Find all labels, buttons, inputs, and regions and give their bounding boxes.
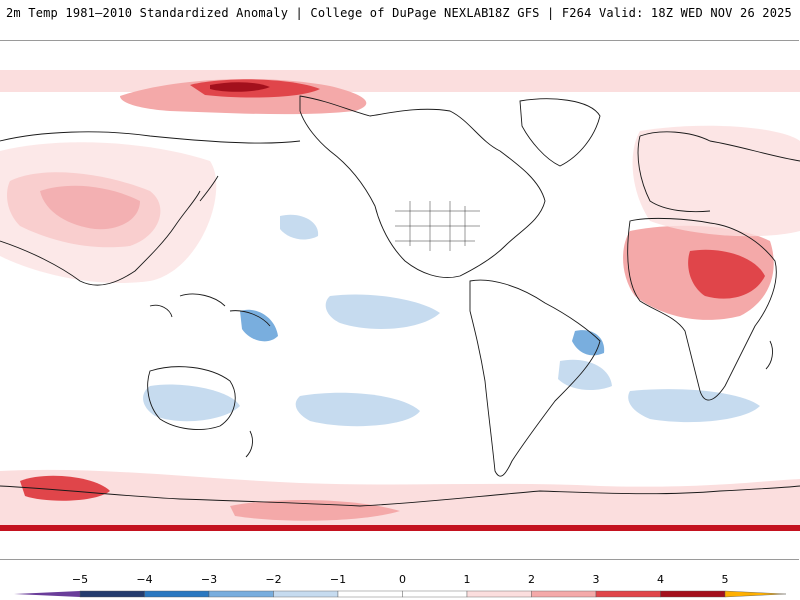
siberia-extreme-anomaly: [210, 82, 270, 92]
legend-swatch: [337, 590, 403, 598]
legend-tick-label: 0: [399, 573, 406, 586]
madagascar-coast: [765, 340, 773, 370]
antarctica-coast: [0, 485, 800, 507]
legend-tick-label: 2: [528, 573, 535, 586]
south-america-coast: [469, 279, 601, 477]
asia-coast: [0, 131, 301, 286]
anomaly-map[interactable]: [0, 41, 800, 558]
map-frame: [0, 40, 799, 560]
north-america-coast: [299, 95, 546, 278]
weddell-warm-anomaly: [230, 499, 400, 521]
china-light-pink: [0, 142, 217, 283]
australia-coast: [147, 366, 236, 430]
europe-coast: [637, 131, 800, 213]
pacific-cool-patch-2: [325, 294, 440, 329]
nz-coast: [245, 430, 253, 458]
southern-ocean-cool: [628, 389, 760, 423]
brazil-cool: [572, 330, 605, 356]
us-state-lines: [395, 201, 480, 251]
legend-arrow-high: [724, 590, 787, 598]
legend-swatch: [595, 590, 661, 598]
legend-swatch: [660, 590, 726, 598]
legend-arrow-low: [14, 591, 80, 597]
model-run-label: 18Z GFS | F264 Valid: 18Z WED NOV 26 202…: [487, 6, 792, 20]
africa-strong-anomaly: [688, 249, 765, 299]
japan-coast: [199, 175, 219, 202]
legend-tick-label: 1: [463, 573, 471, 586]
south-indian-cool: [143, 384, 240, 422]
legend-tick-label: −4: [136, 573, 153, 586]
greenland-coast: [519, 98, 601, 167]
arctic-warm-band: [0, 70, 800, 92]
legend-swatch: [208, 590, 274, 598]
legend-tick-label: −3: [200, 573, 218, 586]
legend-swatch: [402, 590, 468, 598]
pacific-cool-patch-3: [240, 309, 278, 342]
legend-tick-label: −2: [265, 573, 282, 586]
legend-swatch: [273, 590, 339, 598]
legend-tick-label: 3: [592, 573, 600, 586]
legend-tick-label: 4: [657, 573, 664, 586]
legend-swatch: [466, 590, 532, 598]
coastlines: [0, 95, 800, 507]
legend-swatch: [144, 590, 210, 598]
map-title: 2m Temp 1981–2010 Standardized Anomaly |…: [6, 6, 489, 20]
antarctic-warm-ring: [0, 469, 800, 531]
europe-light-pink: [632, 125, 800, 237]
south-pole-band: [0, 525, 800, 531]
south-pacific-cool: [295, 392, 420, 427]
anomaly-shading: [0, 70, 800, 531]
maritime-continent-coast: [149, 293, 271, 327]
africa-coast: [627, 217, 777, 401]
legend-tick-label: −5: [71, 573, 89, 586]
legend-swatch: [531, 590, 597, 598]
antarctic-strong-anomaly: [20, 475, 110, 501]
legend-swatch: [79, 590, 145, 598]
legend-tick-label: 5: [721, 573, 729, 586]
pacific-cool-patch-1: [280, 214, 319, 240]
legend-tick-label: −1: [329, 573, 347, 586]
legend-bar: [14, 590, 787, 598]
color-legend: −5 −4 −3 −2 −1 0 1 2 3 4 5: [0, 570, 800, 600]
south-atlantic-cool: [558, 359, 612, 391]
